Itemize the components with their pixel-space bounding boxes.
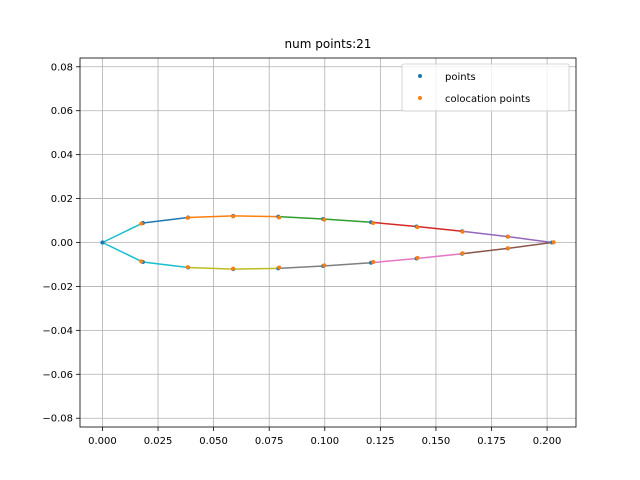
x-tick-label: 0.000 bbox=[88, 436, 117, 447]
panel-segment bbox=[461, 230, 509, 238]
colocation-point-marker bbox=[415, 225, 420, 230]
panel-segment bbox=[142, 261, 189, 269]
colocation-point-marker bbox=[371, 220, 376, 225]
grid bbox=[80, 58, 576, 427]
colocation-point-marker bbox=[551, 240, 556, 245]
panel-segments bbox=[101, 215, 553, 270]
legend-marker-points bbox=[418, 74, 422, 78]
panel-segment bbox=[322, 261, 372, 267]
y-tick-label: 0.02 bbox=[51, 194, 73, 205]
panel-segment bbox=[461, 247, 509, 255]
y-tick-label: −0.02 bbox=[42, 282, 73, 293]
colocation-point-marker bbox=[322, 217, 327, 222]
point-marker bbox=[100, 240, 105, 245]
panel-segment bbox=[506, 235, 553, 244]
panel-segment bbox=[187, 266, 234, 270]
colocation-point-marker bbox=[415, 255, 420, 260]
x-tick-label: 0.075 bbox=[255, 436, 284, 447]
legend: points colocation points bbox=[401, 63, 570, 112]
chart-title: num points:21 bbox=[285, 37, 372, 51]
x-tick-label: 0.125 bbox=[366, 436, 395, 447]
colocation-point-marker bbox=[185, 215, 190, 220]
y-tick-label: −0.04 bbox=[42, 326, 73, 337]
colocation-point-marker bbox=[277, 265, 282, 270]
panel-segment bbox=[370, 221, 418, 228]
legend-label-colocation-points: colocation points bbox=[445, 94, 530, 105]
panel-segment bbox=[142, 216, 189, 224]
colocation-point-marker bbox=[231, 266, 236, 271]
panel-segment bbox=[322, 218, 372, 224]
colocation-point-marker bbox=[371, 260, 376, 265]
colocation-point-marker bbox=[506, 234, 511, 239]
y-tick-label: 0.04 bbox=[51, 150, 73, 161]
panel-segment bbox=[277, 265, 324, 270]
panel-segment bbox=[277, 215, 324, 220]
x-tick-label: 0.025 bbox=[144, 436, 173, 447]
y-tick-label: −0.08 bbox=[42, 414, 73, 425]
panel-segment bbox=[187, 215, 234, 219]
colocation-point-marker bbox=[139, 259, 144, 264]
x-tick-label: 0.100 bbox=[310, 436, 339, 447]
legend-box bbox=[401, 63, 570, 112]
y-tick-label: −0.06 bbox=[42, 370, 73, 381]
colocation-series bbox=[139, 214, 556, 271]
colocation-point-marker bbox=[139, 221, 144, 226]
y-tick-label: 0.08 bbox=[51, 62, 73, 73]
y-axis-ticks: −0.08 −0.06 −0.04 −0.02 0.00 0.02 0.04 0.06 0.08 bbox=[42, 62, 80, 425]
x-tick-label: 0.175 bbox=[477, 436, 506, 447]
y-tick-label: 0.00 bbox=[51, 238, 73, 249]
panel-segment bbox=[506, 241, 553, 250]
x-axis-ticks: 0.000 0.025 0.050 0.075 0.100 0.125 0.150 0.175… bbox=[88, 427, 561, 447]
colocation-point-marker bbox=[322, 263, 327, 268]
panel-segment bbox=[101, 241, 144, 263]
x-tick-label: 0.150 bbox=[422, 436, 451, 447]
legend-marker-colocation-points bbox=[418, 96, 422, 100]
panel-segment bbox=[370, 257, 418, 264]
colocation-point-marker bbox=[460, 251, 465, 256]
legend-label-points: points bbox=[445, 72, 476, 83]
panel-segment bbox=[415, 252, 463, 260]
colocation-point-marker bbox=[231, 214, 236, 219]
colocation-point-marker bbox=[277, 215, 282, 220]
panel-segment bbox=[415, 225, 463, 233]
y-tick-label: 0.06 bbox=[51, 106, 73, 117]
colocation-point-marker bbox=[506, 246, 511, 251]
panel-segment bbox=[232, 267, 280, 270]
panel-segment bbox=[101, 222, 144, 244]
panel-segment bbox=[232, 215, 280, 218]
x-tick-label: 0.050 bbox=[199, 436, 228, 447]
colocation-point-marker bbox=[185, 265, 190, 270]
colocation-point-marker bbox=[460, 229, 465, 234]
x-tick-label: 0.200 bbox=[533, 436, 562, 447]
